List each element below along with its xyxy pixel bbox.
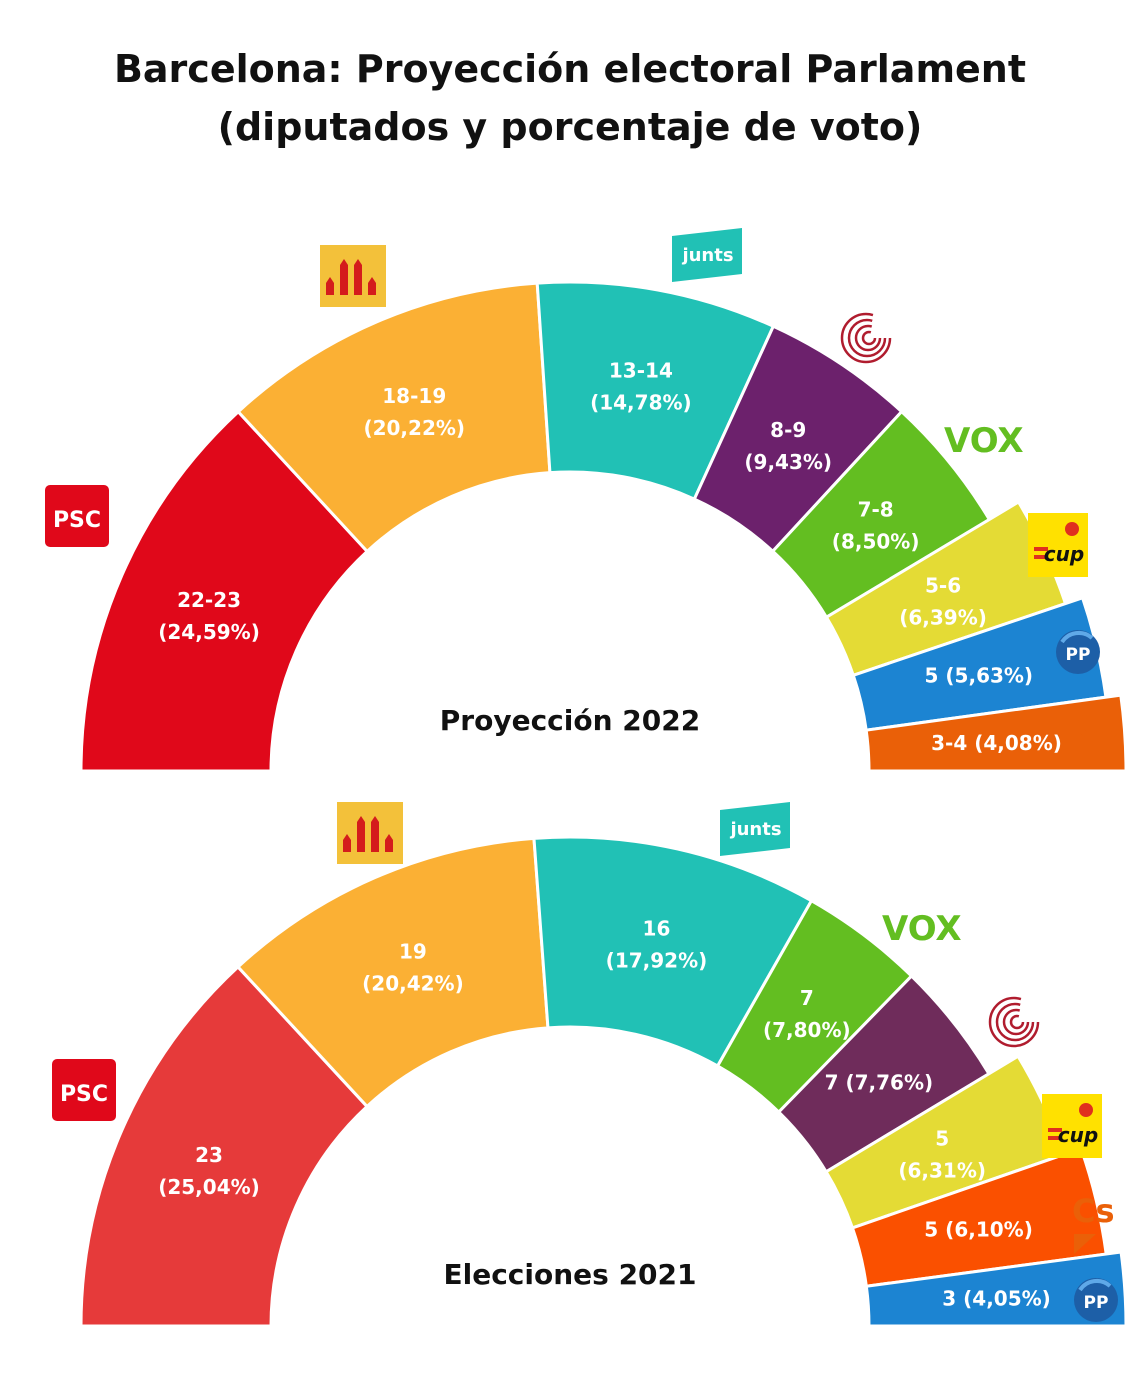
en-comu-logo <box>840 312 892 364</box>
vox-logo: VOX <box>944 421 1024 461</box>
seats-label-cup: 5 <box>935 1127 949 1151</box>
seats-label-vox: 7-8 <box>858 497 894 521</box>
percent-label-erc: (20,22%) <box>363 416 465 440</box>
seats-label-erc: 19 <box>399 940 427 964</box>
svg-text:PP: PP <box>1066 645 1091 665</box>
svg-text:VOX: VOX <box>882 909 962 949</box>
chart-title: Barcelona: Proyección electoral Parlamen… <box>0 40 1140 156</box>
seats-label-psc: 22-23 <box>177 588 241 612</box>
junts-logo: junts <box>672 228 742 282</box>
svg-text:cup: cup <box>1044 542 1084 566</box>
seats-label-junts: 16 <box>643 917 671 941</box>
chart-proyeccion-2022: 22-23 (24,59%) 18-19 (20,22%) 13-14 (14,78%) 8… <box>79 280 1128 773</box>
chart-elecciones-2021: 23 (25,04%) 19 (20,42%) 16 (17,92%) 7 (7,80%) 7 … <box>79 835 1128 1328</box>
percent-label-vox: (8,50%) <box>832 529 920 553</box>
percent-label-junts: (17,92%) <box>606 949 708 973</box>
party-logos: PSC junts VOX cup PP Cs PSC junts VOX cup Cs PP <box>45 228 1119 1322</box>
seats-label-en-com-podem: 8-9 <box>770 418 806 442</box>
value-label-pp: 5 (5,63%) <box>925 664 1034 688</box>
junts-logo: junts <box>720 802 790 856</box>
chart-subtitle: Elecciones 2021 <box>443 1258 696 1291</box>
psc-logo: PSC <box>45 485 109 547</box>
seats-label-vox: 7 <box>800 986 814 1010</box>
cs-logo: Cs <box>1076 707 1119 769</box>
value-label-pp: 3 (4,05%) <box>942 1287 1051 1311</box>
value-label-cs: 5 (6,10%) <box>924 1218 1033 1242</box>
chart-title-line1: Barcelona: Proyección electoral Parlamen… <box>113 47 1027 91</box>
percent-label-psc: (25,04%) <box>158 1175 260 1199</box>
value-label-en-com-podem: 7 (7,76%) <box>825 1070 934 1094</box>
percent-label-psc: (24,59%) <box>158 620 260 644</box>
seats-label-psc: 23 <box>195 1143 223 1167</box>
pp-logo: PP <box>1056 630 1100 674</box>
percent-label-junts: (14,78%) <box>590 390 692 414</box>
erc-logo <box>337 802 403 864</box>
chart-subtitle: Proyección 2022 <box>440 704 700 737</box>
svg-text:VOX: VOX <box>944 421 1024 461</box>
erc-logo <box>320 245 386 307</box>
psc-logo: PSC <box>52 1059 116 1121</box>
segment-cs <box>864 693 1128 773</box>
value-label-cs: 3-4 (4,08%) <box>931 731 1062 755</box>
percent-label-en-com-podem: (9,43%) <box>744 450 832 474</box>
segment-pp <box>864 1250 1128 1328</box>
percent-label-erc: (20,42%) <box>362 972 464 996</box>
percent-label-vox: (7,80%) <box>763 1018 851 1042</box>
cup-logo: cup <box>1028 513 1088 577</box>
svg-text:Cs: Cs <box>1072 1192 1115 1230</box>
svg-text:Cs: Cs <box>1076 707 1119 745</box>
seats-label-cup: 5-6 <box>925 574 961 598</box>
svg-text:PSC: PSC <box>60 1082 108 1107</box>
percent-label-cup: (6,39%) <box>899 606 987 630</box>
svg-text:junts: junts <box>681 245 733 266</box>
chart-title-line2: (diputados y porcentaje de voto) <box>217 105 923 149</box>
seats-label-erc: 18-19 <box>382 384 446 408</box>
percent-label-cup: (6,31%) <box>898 1159 986 1183</box>
cup-logo: cup <box>1042 1094 1102 1158</box>
svg-text:PSC: PSC <box>53 508 101 533</box>
cs-logo: Cs <box>1072 1192 1115 1254</box>
en-comu-logo <box>988 996 1040 1048</box>
seats-label-junts: 13-14 <box>609 358 673 382</box>
vox-logo: VOX <box>882 909 962 949</box>
svg-text:PP: PP <box>1084 1293 1109 1313</box>
pp-logo: PP <box>1074 1278 1118 1322</box>
svg-text:junts: junts <box>729 819 781 840</box>
svg-text:cup: cup <box>1058 1123 1098 1147</box>
